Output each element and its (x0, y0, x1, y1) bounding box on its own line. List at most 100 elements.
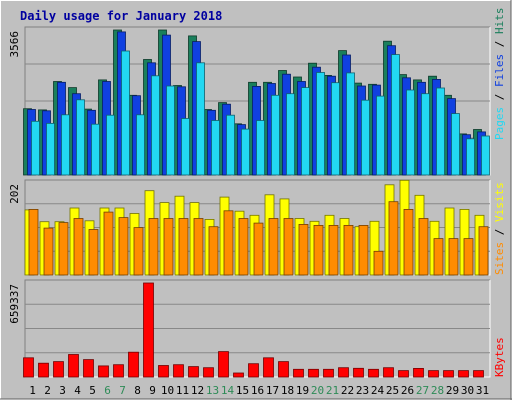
bar-kbytes-day-5 (83, 359, 94, 378)
bar-kbytes-day-29 (443, 370, 454, 378)
bar-pages-day-17 (271, 94, 280, 176)
x-tick-label: 25 (386, 384, 399, 397)
bar-kbytes-day-1 (23, 357, 34, 378)
bar-sites-day-1 (28, 208, 39, 276)
x-tick-label: 30 (461, 384, 474, 397)
bar-kbytes-day-10 (158, 365, 169, 378)
bar-sites-day-21 (328, 224, 339, 276)
bar-sites-day-23 (358, 224, 369, 276)
bar-pages-day-26 (406, 89, 415, 176)
legend-entry: / (493, 87, 506, 107)
x-tick-label: 23 (356, 384, 369, 397)
bar-sites-day-11 (178, 218, 189, 276)
panel-2: 202 (8, 179, 491, 276)
legend-entry: / (493, 34, 506, 54)
bar-pages-day-23 (361, 99, 370, 176)
bar-pages-day-6 (106, 114, 115, 176)
bar-pages-day-3 (61, 114, 70, 176)
x-tick-label: 20 (311, 384, 324, 397)
bar-pages-day-28 (436, 87, 445, 176)
x-tick-label: 22 (341, 384, 354, 397)
x-tick-label: 31 (476, 384, 489, 397)
bar-sites-day-2 (43, 227, 54, 276)
bar-pages-day-22 (346, 72, 355, 176)
bar-pages-day-2 (46, 123, 55, 176)
bar-pages-day-4 (76, 99, 85, 176)
bar-sites-day-16 (253, 222, 264, 276)
series-kbytes (23, 282, 484, 378)
legend-entry: Files (493, 54, 506, 87)
bar-pages-day-31 (481, 135, 490, 176)
x-tick-label: 6 (104, 384, 111, 397)
bar-sites-day-22 (343, 224, 354, 276)
bar-sites-day-17 (268, 218, 279, 276)
bar-pages-day-8 (136, 114, 145, 176)
bar-kbytes-day-9 (143, 282, 154, 378)
bar-kbytes-day-6 (98, 365, 109, 378)
bar-kbytes-day-27 (413, 367, 424, 378)
bar-kbytes-day-14 (218, 351, 229, 378)
x-tick-label: 7 (119, 384, 126, 397)
bar-pages-day-16 (256, 120, 265, 176)
legend-entry: / (493, 222, 506, 242)
bar-sites-day-3 (58, 222, 69, 276)
x-tick-label: 11 (176, 384, 189, 397)
bar-pages-day-20 (316, 72, 325, 176)
bar-kbytes-day-28 (428, 370, 439, 378)
bar-sites-day-4 (73, 218, 84, 276)
bar-sites-day-10 (163, 218, 174, 276)
chart-panels: 3566 202 659337 (8, 26, 491, 378)
x-tick-label: 16 (251, 384, 264, 397)
x-tick-label: 27 (416, 384, 429, 397)
bar-pages-day-29 (451, 113, 460, 176)
bar-pages-day-27 (421, 93, 430, 176)
bar-kbytes-day-3 (53, 361, 64, 378)
bar-sites-day-31 (478, 226, 489, 276)
bar-kbytes-day-31 (473, 370, 484, 378)
x-tick-label: 29 (446, 384, 459, 397)
legend-entry: Sites (493, 242, 506, 275)
series-sites (28, 201, 489, 276)
bar-sites-day-18 (283, 218, 294, 276)
bar-sites-day-26 (403, 208, 414, 276)
x-tick-label: 2 (44, 384, 51, 397)
bar-kbytes-day-15 (233, 372, 244, 378)
bar-pages-day-5 (91, 123, 100, 176)
bar-kbytes-day-16 (248, 363, 259, 378)
x-tick-label: 15 (236, 384, 249, 397)
bar-pages-day-30 (466, 138, 475, 176)
bar-sites-day-8 (133, 227, 144, 276)
bar-kbytes-day-4 (68, 354, 79, 378)
y-tick-label: 3566 (8, 31, 21, 58)
bar-sites-day-20 (313, 224, 324, 276)
y-tick-label: 659337 (8, 284, 21, 324)
bar-pages-day-14 (226, 114, 235, 176)
x-tick-label: 8 (134, 384, 141, 397)
x-tick-label: 18 (281, 384, 294, 397)
bar-pages-day-1 (31, 120, 40, 176)
bar-kbytes-day-13 (203, 367, 214, 378)
chart-title: Daily usage for January 2018 (20, 9, 222, 23)
bar-pages-day-7 (121, 50, 130, 176)
x-tick-label: 4 (74, 384, 81, 397)
bar-sites-day-25 (388, 201, 399, 276)
bar-pages-day-11 (181, 118, 190, 176)
legend-entry: Pages (493, 107, 506, 140)
bar-sites-day-6 (103, 211, 114, 276)
legends: Pages / Files / Hits Sites / Visits KBytes (493, 8, 506, 378)
bar-sites-day-5 (88, 229, 99, 276)
bar-kbytes-day-20 (308, 368, 319, 378)
bar-pages-day-13 (211, 120, 220, 176)
x-tick-label: 28 (431, 384, 444, 397)
x-axis: 1 2 3 4 5 6 7 8 9 10 11 12 13 14 15 16 17 18 19 20 21 22 23 24 2… (29, 384, 489, 397)
bar-sites-day-13 (208, 226, 219, 276)
x-tick-label: 26 (401, 384, 414, 397)
bar-pages-day-15 (241, 128, 250, 176)
bar-kbytes-day-21 (323, 368, 334, 378)
bar-pages-day-19 (301, 87, 310, 176)
bar-kbytes-day-22 (338, 367, 349, 378)
bar-sites-day-12 (193, 218, 204, 276)
bar-kbytes-day-30 (458, 370, 469, 378)
